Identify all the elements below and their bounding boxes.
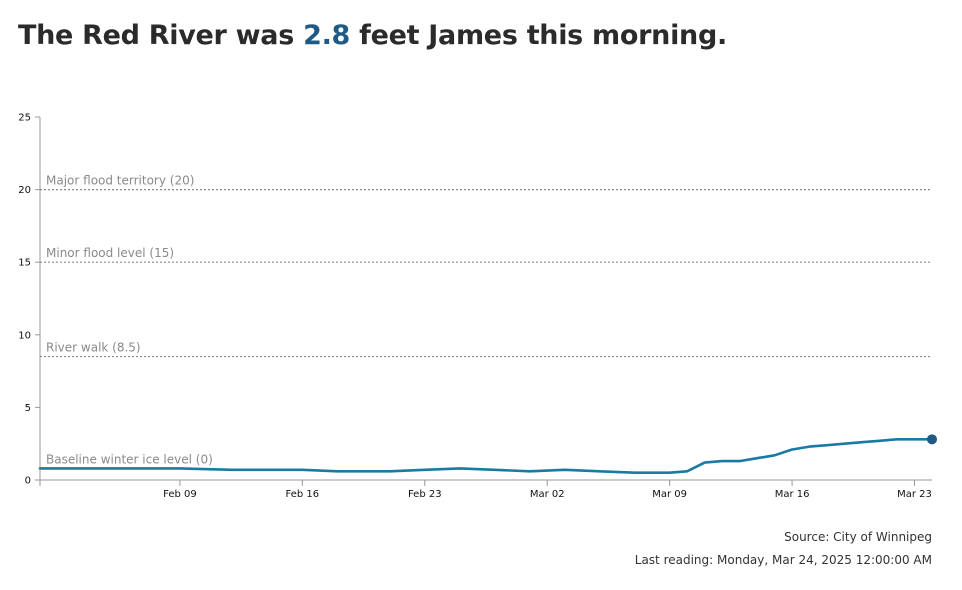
headline-value: 2.8 bbox=[303, 20, 351, 51]
x-tick-label: Feb 16 bbox=[286, 489, 320, 500]
x-tick-label: Feb 23 bbox=[408, 489, 442, 500]
x-tick-label: Feb 09 bbox=[163, 489, 197, 500]
river-level-chart: 0 5 10 15 20 25 Feb 09 Feb 16 Feb 23 Mar 02 Mar 09… bbox=[18, 113, 937, 500]
y-tick-label: 5 bbox=[25, 403, 31, 414]
last-reading-timestamp: Last reading: Monday, Mar 24, 2025 12:00… bbox=[634, 553, 932, 567]
y-tick-label: 15 bbox=[18, 258, 31, 269]
y-tick-label: 10 bbox=[18, 330, 31, 341]
x-tick-label: Mar 02 bbox=[530, 489, 565, 500]
reference-line-label: Major flood territory (20) bbox=[46, 174, 194, 188]
river-level-line bbox=[38, 437, 934, 475]
y-tick-label: 0 bbox=[25, 476, 31, 487]
latest-reading-marker bbox=[927, 434, 937, 445]
y-tick-label: 25 bbox=[18, 113, 31, 124]
reference-line-label: Minor flood level (15) bbox=[46, 246, 174, 260]
headline-prefix: The Red River was bbox=[18, 20, 304, 51]
x-tick-label: Mar 09 bbox=[652, 489, 687, 500]
y-tick-label: 20 bbox=[18, 185, 31, 196]
source-note: Source: City of Winnipeg bbox=[784, 530, 932, 544]
reference-line-label: River walk (8.5) bbox=[46, 341, 141, 355]
page-title: The Red River was 2.8 feet James this mo… bbox=[18, 20, 727, 52]
headline-suffix: feet James this morning. bbox=[350, 20, 727, 51]
reference-line-label: Baseline winter ice level (0) bbox=[46, 452, 213, 466]
x-tick-label: Mar 23 bbox=[897, 489, 932, 500]
x-tick-label: Mar 16 bbox=[775, 489, 810, 500]
